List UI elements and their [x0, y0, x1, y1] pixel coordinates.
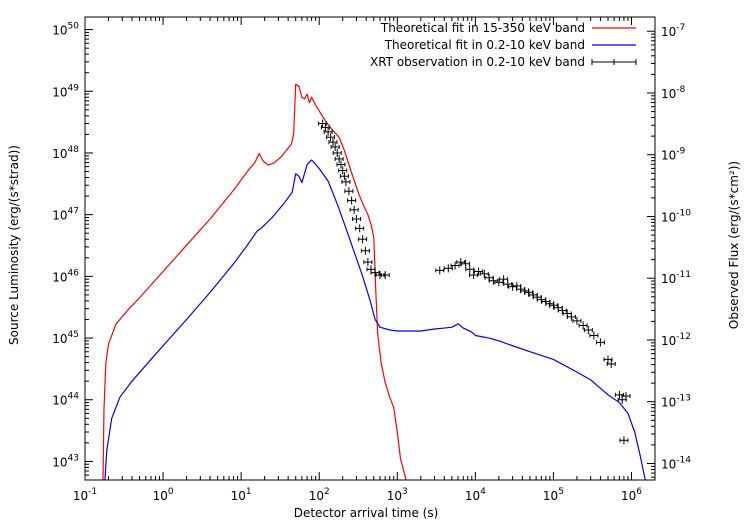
observation-point [621, 391, 631, 400]
y-left-tick-label: 1048 [52, 145, 79, 161]
observation-point [456, 258, 466, 267]
y-right-tick-labels: 10-14 10-13 10-12 10-11 10-10 10-9 10-8 10-7 [661, 23, 691, 471]
x-tick-label: 105 [543, 487, 564, 503]
observation-point [557, 306, 567, 315]
observation-point [380, 271, 390, 280]
observation-point [339, 172, 349, 181]
observation-point [320, 123, 330, 132]
observation-point [336, 160, 346, 169]
x-tick-label: 102 [309, 487, 330, 503]
observation-point [536, 295, 546, 304]
legend: Theoretical fit in 15-350 keV band Theor… [370, 21, 637, 69]
observation-point [572, 316, 582, 325]
y-left-axis-label: Source Luminosity (erg/(s*strad)) [7, 145, 21, 345]
x-axis-label: Detector arrival time (s) [294, 506, 439, 520]
observation-point [595, 338, 605, 347]
observation-point [317, 119, 327, 128]
plot-frame [84, 16, 656, 481]
observation-point [341, 177, 351, 186]
observation-point [326, 133, 336, 142]
observation-point [479, 269, 489, 278]
observation-point [603, 355, 613, 364]
x-tick-labels: 10-1 100 101 102 103 104 105 106 [73, 487, 642, 503]
x-tick-label: 10-1 [73, 487, 97, 503]
observation-point [334, 154, 344, 163]
series-line-15-350kev [102, 83, 407, 480]
observation-point [351, 215, 361, 224]
y-right-tick-label: 10-9 [661, 147, 686, 163]
y-right-tick-label: 10-11 [661, 270, 691, 286]
y-right-tick-label: 10-8 [661, 85, 686, 101]
observation-point [355, 224, 365, 233]
y-left-tick-label: 1047 [52, 207, 79, 223]
observation-point [503, 280, 513, 289]
observation-point [578, 321, 588, 330]
observation-point [461, 259, 471, 268]
observation-point [360, 246, 370, 255]
observation-point [566, 312, 576, 321]
xrt-observation-points [317, 119, 631, 445]
legend-label-red: Theoretical fit in 15-350 keV band [380, 21, 585, 35]
observation-point [465, 265, 475, 274]
y-left-tick-label: 1045 [52, 330, 79, 346]
y-right-tick-label: 10-10 [661, 208, 691, 224]
y-right-tick-label: 10-7 [661, 23, 685, 39]
y-right-tick-label: 10-12 [661, 332, 691, 348]
y-right-tick-label: 10-14 [661, 455, 691, 471]
observation-point [488, 276, 498, 285]
tick-marks [84, 17, 656, 481]
observation-point [474, 267, 484, 276]
observation-point [524, 288, 534, 297]
observation-point [338, 166, 348, 175]
y-left-tick-label: 1049 [52, 83, 79, 99]
series-line-0.2-10kev [104, 159, 646, 480]
observation-point [450, 261, 460, 270]
y-left-tick-label: 1044 [52, 392, 79, 408]
x-tick-label: 101 [231, 487, 252, 503]
y-right-tick-label: 10-13 [661, 394, 691, 410]
observation-point [328, 138, 338, 147]
observation-point [344, 187, 354, 196]
observation-point [443, 264, 453, 273]
observation-point [619, 436, 629, 445]
observation-point [330, 142, 340, 151]
observation-point [323, 127, 333, 136]
observation-point [435, 266, 445, 275]
legend-label-blue: Theoretical fit in 0.2-10 keV band [384, 38, 585, 52]
x-tick-label: 106 [621, 487, 642, 503]
y-left-tick-label: 1050 [52, 22, 79, 38]
x-tick-label: 103 [387, 487, 408, 503]
y-right-axis-label: Observed Flux (erg/(s*cm²)) [727, 161, 741, 329]
observation-point [583, 326, 593, 335]
observation-point [347, 196, 357, 205]
y-left-tick-label: 1046 [52, 268, 79, 284]
y-left-tick-label: 1043 [52, 453, 79, 469]
legend-swatch-xrt [591, 59, 637, 65]
legend-label-xrt: XRT observation in 0.2-10 keV band [370, 55, 585, 69]
observation-point [469, 271, 479, 280]
observation-point [606, 359, 616, 368]
observation-point [358, 235, 368, 244]
x-tick-label: 104 [465, 487, 486, 503]
y-left-tick-labels: 1043 1044 1045 1046 1047 1048 1049 1050 [52, 22, 79, 470]
observation-point [589, 331, 599, 340]
observation-point [363, 258, 373, 267]
observation-point [349, 205, 359, 214]
observation-point [370, 268, 380, 277]
x-tick-label: 100 [153, 487, 174, 503]
observation-point [332, 148, 342, 157]
series-layer [102, 83, 646, 480]
observation-point [494, 278, 504, 287]
observation-point [548, 301, 558, 310]
